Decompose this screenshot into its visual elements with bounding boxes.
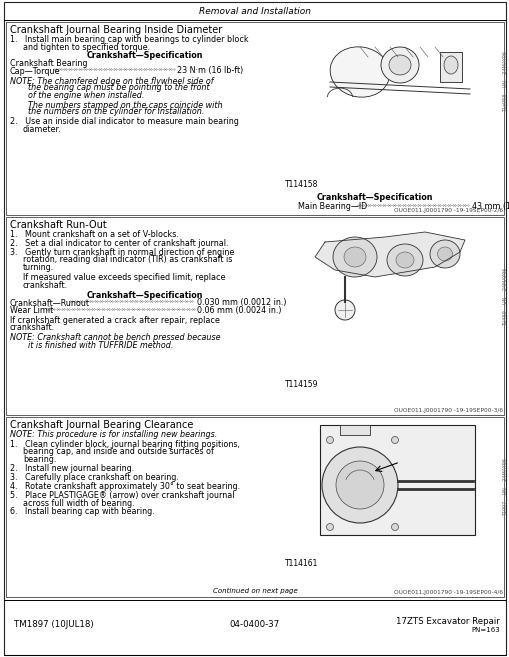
Text: 6.   Install bearing cap with bearing.: 6. Install bearing cap with bearing.: [10, 507, 154, 516]
Text: of the engine when installed.: of the engine when installed.: [28, 91, 144, 99]
Text: diameter.: diameter.: [23, 125, 62, 134]
Text: PN=163: PN=163: [470, 627, 499, 633]
Text: Crankshaft Run-Out: Crankshaft Run-Out: [10, 220, 106, 230]
Text: bearing.: bearing.: [23, 455, 56, 464]
Text: it is finished with TUFFRIDE method.: it is finished with TUFFRIDE method.: [28, 341, 173, 350]
Text: crankshaft.: crankshaft.: [23, 281, 68, 290]
Ellipse shape: [329, 47, 389, 97]
Text: 2.   Set a dial indicator to center of crankshaft journal.: 2. Set a dial indicator to center of cra…: [10, 239, 228, 248]
Text: the bearing cap must be pointing to the front: the bearing cap must be pointing to the …: [28, 83, 209, 93]
Text: 0.030 mm (0.0012 in.): 0.030 mm (0.0012 in.): [196, 298, 286, 307]
Text: the numbers on the cylinder for installation.: the numbers on the cylinder for installa…: [28, 108, 204, 116]
Text: The numbers stamped on the caps coincide with: The numbers stamped on the caps coincide…: [28, 101, 222, 110]
Circle shape: [391, 436, 398, 443]
Ellipse shape: [344, 247, 365, 267]
Text: bearing cap, and inside and outside surfaces of: bearing cap, and inside and outside surf…: [23, 447, 213, 457]
Text: T114161: T114161: [285, 559, 318, 568]
Circle shape: [326, 436, 333, 443]
Text: 23 N·m (16 lb-ft): 23 N·m (16 lb-ft): [177, 66, 243, 76]
Text: OUOE011,J0001790 -19-19SEP00-4/6: OUOE011,J0001790 -19-19SEP00-4/6: [393, 590, 502, 595]
Text: If crankshaft generated a crack after repair, replace: If crankshaft generated a crack after re…: [10, 316, 219, 325]
Bar: [439, 52, 461, 82]
Text: T1997 —UN— 24MAY96: T1997 —UN— 24MAY96: [502, 458, 507, 516]
Ellipse shape: [443, 56, 457, 74]
Circle shape: [326, 524, 333, 530]
Text: 17ZTS Excavator Repair: 17ZTS Excavator Repair: [395, 617, 499, 626]
Text: Wear Limit: Wear Limit: [10, 306, 53, 315]
Bar: [340, 425, 369, 435]
Text: across full width of bearing.: across full width of bearing.: [23, 499, 134, 507]
Text: Main Bearing—ID: Main Bearing—ID: [297, 202, 366, 211]
Text: 5.   Place PLASTIGAGE® (arrow) over crankshaft journal: 5. Place PLASTIGAGE® (arrow) over cranks…: [10, 491, 234, 500]
Text: OUOE011,J0001790 -19-19SEP00-2/6: OUOE011,J0001790 -19-19SEP00-2/6: [393, 208, 502, 213]
Text: TM1897 (10JUL18): TM1897 (10JUL18): [14, 620, 94, 629]
Ellipse shape: [437, 247, 451, 261]
Text: Crankshaft Journal Bearing Clearance: Crankshaft Journal Bearing Clearance: [10, 420, 193, 430]
Text: crankshaft.: crankshaft.: [10, 323, 55, 332]
Bar: [6, 22, 503, 215]
Text: OUOE011,J0001790 -19-19SEP00-3/6: OUOE011,J0001790 -19-19SEP00-3/6: [393, 408, 502, 413]
Circle shape: [391, 524, 398, 530]
Text: 1.   Install main bearing cap with bearings to cylinder block: 1. Install main bearing cap with bearing…: [10, 35, 248, 44]
Text: Crankshaft—Runout: Crankshaft—Runout: [10, 298, 90, 307]
Bar: [319, 425, 474, 535]
Text: and tighten to specified torque.: and tighten to specified torque.: [23, 43, 150, 51]
Text: 1.   Clean cylinder block, journal bearing fitting positions,: 1. Clean cylinder block, journal bearing…: [10, 440, 239, 449]
Text: Continued on next page: Continued on next page: [212, 588, 297, 594]
Polygon shape: [315, 232, 464, 277]
Text: T114159: T114159: [285, 380, 318, 389]
Text: NOTE: Crankshaft cannot be bench pressed because: NOTE: Crankshaft cannot be bench pressed…: [10, 334, 220, 342]
Circle shape: [334, 300, 354, 320]
Text: 4.   Rotate crankshaft approximately 30° to seat bearing.: 4. Rotate crankshaft approximately 30° t…: [10, 482, 240, 491]
Text: If measured value exceeds specified limit, replace: If measured value exceeds specified limi…: [23, 273, 225, 282]
Ellipse shape: [332, 237, 376, 277]
Text: TU459 —UN— 24MAY96: TU459 —UN— 24MAY96: [502, 268, 507, 326]
Text: rotation, reading dial indicator (TIR) as crankshaft is: rotation, reading dial indicator (TIR) a…: [23, 256, 232, 265]
Text: 3.   Gently turn crankshaft in normal direction of engine: 3. Gently turn crankshaft in normal dire…: [10, 248, 234, 257]
Text: 1.   Mount crankshaft on a set of V-blocks.: 1. Mount crankshaft on a set of V-blocks…: [10, 230, 179, 239]
Text: 04-0400-37: 04-0400-37: [230, 620, 279, 629]
Text: Crankshaft—Specification: Crankshaft—Specification: [316, 193, 433, 202]
Text: Cap—Torque: Cap—Torque: [10, 66, 61, 76]
Text: Removal and Installation: Removal and Installation: [199, 7, 310, 16]
Text: T114158: T114158: [285, 180, 318, 189]
Text: turning.: turning.: [23, 263, 54, 272]
Circle shape: [335, 461, 383, 509]
Text: T1é958 —UN— 24MAY96: T1é958 —UN— 24MAY96: [502, 51, 507, 112]
Ellipse shape: [386, 244, 422, 276]
Ellipse shape: [380, 47, 418, 83]
Text: Crankshaft—Specification: Crankshaft—Specification: [87, 290, 203, 300]
Text: 2.   Use an inside dial indicator to measure main bearing: 2. Use an inside dial indicator to measu…: [10, 118, 238, 127]
Ellipse shape: [395, 252, 413, 268]
Text: 2.   Install new journal bearing.: 2. Install new journal bearing.: [10, 464, 134, 473]
Text: Crankshaft Journal Bearing Inside Diameter: Crankshaft Journal Bearing Inside Diamet…: [10, 25, 222, 35]
Text: 43 mm (1.843 in.): 43 mm (1.843 in.): [471, 202, 509, 211]
Text: 3.   Carefully place crankshaft on bearing.: 3. Carefully place crankshaft on bearing…: [10, 473, 179, 482]
Text: 0.06 mm (0.0024 in.): 0.06 mm (0.0024 in.): [196, 306, 281, 315]
Bar: [6, 217, 503, 415]
Ellipse shape: [429, 240, 459, 268]
Text: NOTE: This procedure is for installing new bearings.: NOTE: This procedure is for installing n…: [10, 430, 217, 439]
Text: Crankshaft Bearing: Crankshaft Bearing: [10, 60, 88, 68]
Text: NOTE: The chamfered edge on the flywheel side of: NOTE: The chamfered edge on the flywheel…: [10, 76, 213, 85]
Bar: [6, 417, 503, 597]
Circle shape: [321, 447, 397, 523]
Ellipse shape: [388, 55, 410, 75]
Text: Crankshaft—Specification: Crankshaft—Specification: [87, 51, 203, 60]
